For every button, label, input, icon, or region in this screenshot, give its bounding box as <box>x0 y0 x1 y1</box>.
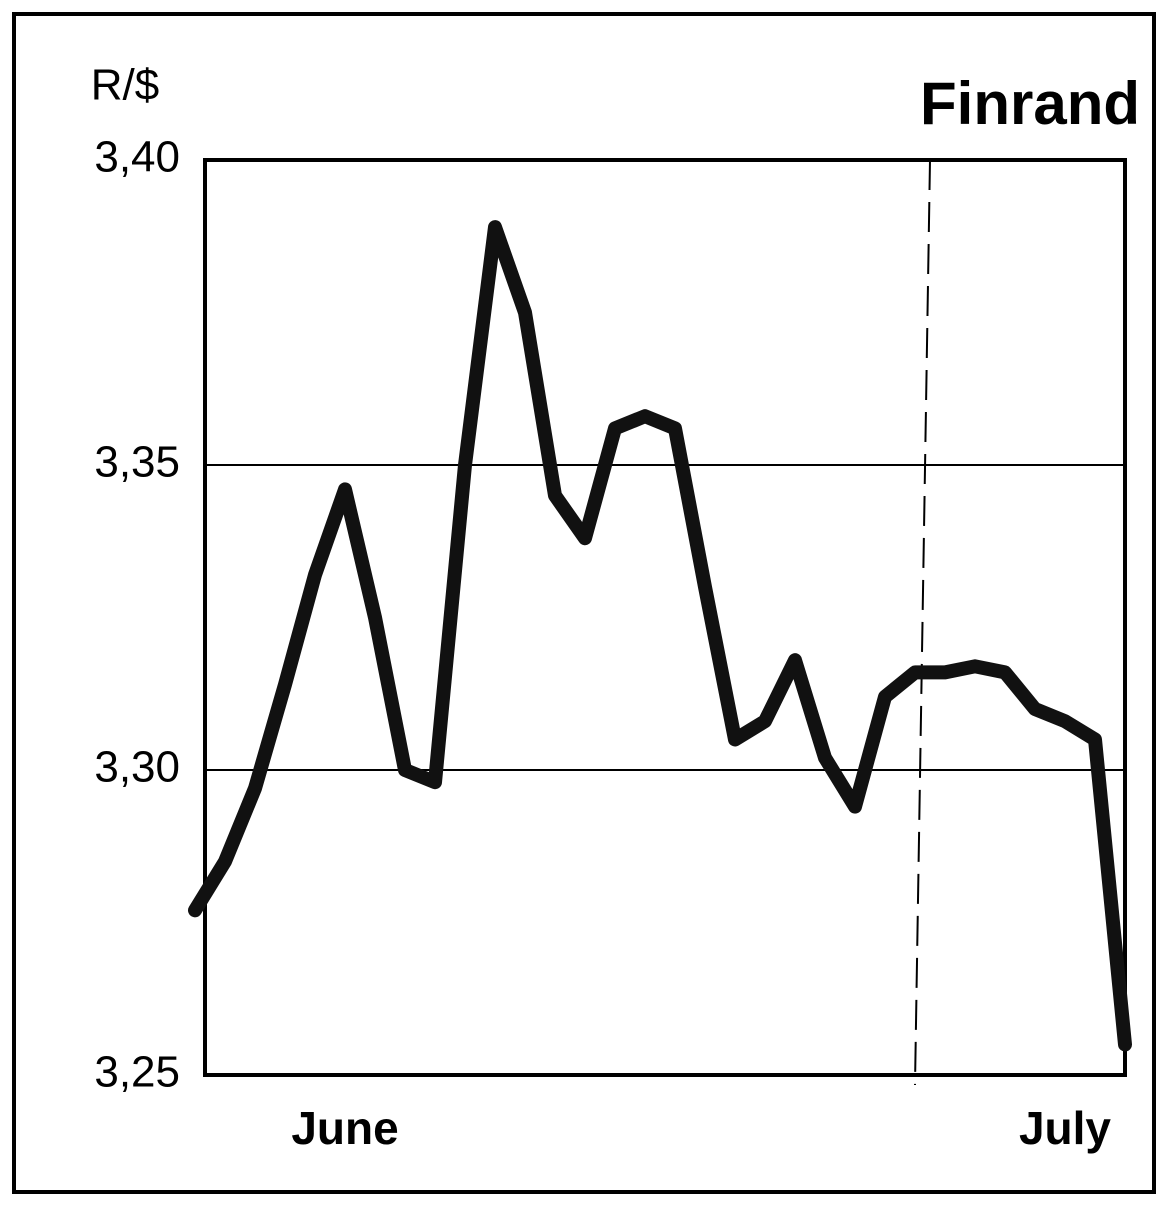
data-line <box>188 220 1132 1052</box>
y-tick-label: 3,25 <box>94 1048 180 1097</box>
chart-title: Finrand <box>920 70 1140 137</box>
frame <box>12 12 1156 1194</box>
x-tick-label: July <box>1019 1102 1111 1154</box>
x-tick-label: June <box>291 1102 398 1154</box>
y-tick-label: 3,30 <box>94 743 180 792</box>
plot-area <box>203 158 1127 1077</box>
divider-line <box>914 159 931 1086</box>
y-axis-label: R/$ <box>91 61 159 110</box>
y-tick-label: 3,40 <box>94 133 180 182</box>
y-tick-label: 3,35 <box>94 438 180 487</box>
